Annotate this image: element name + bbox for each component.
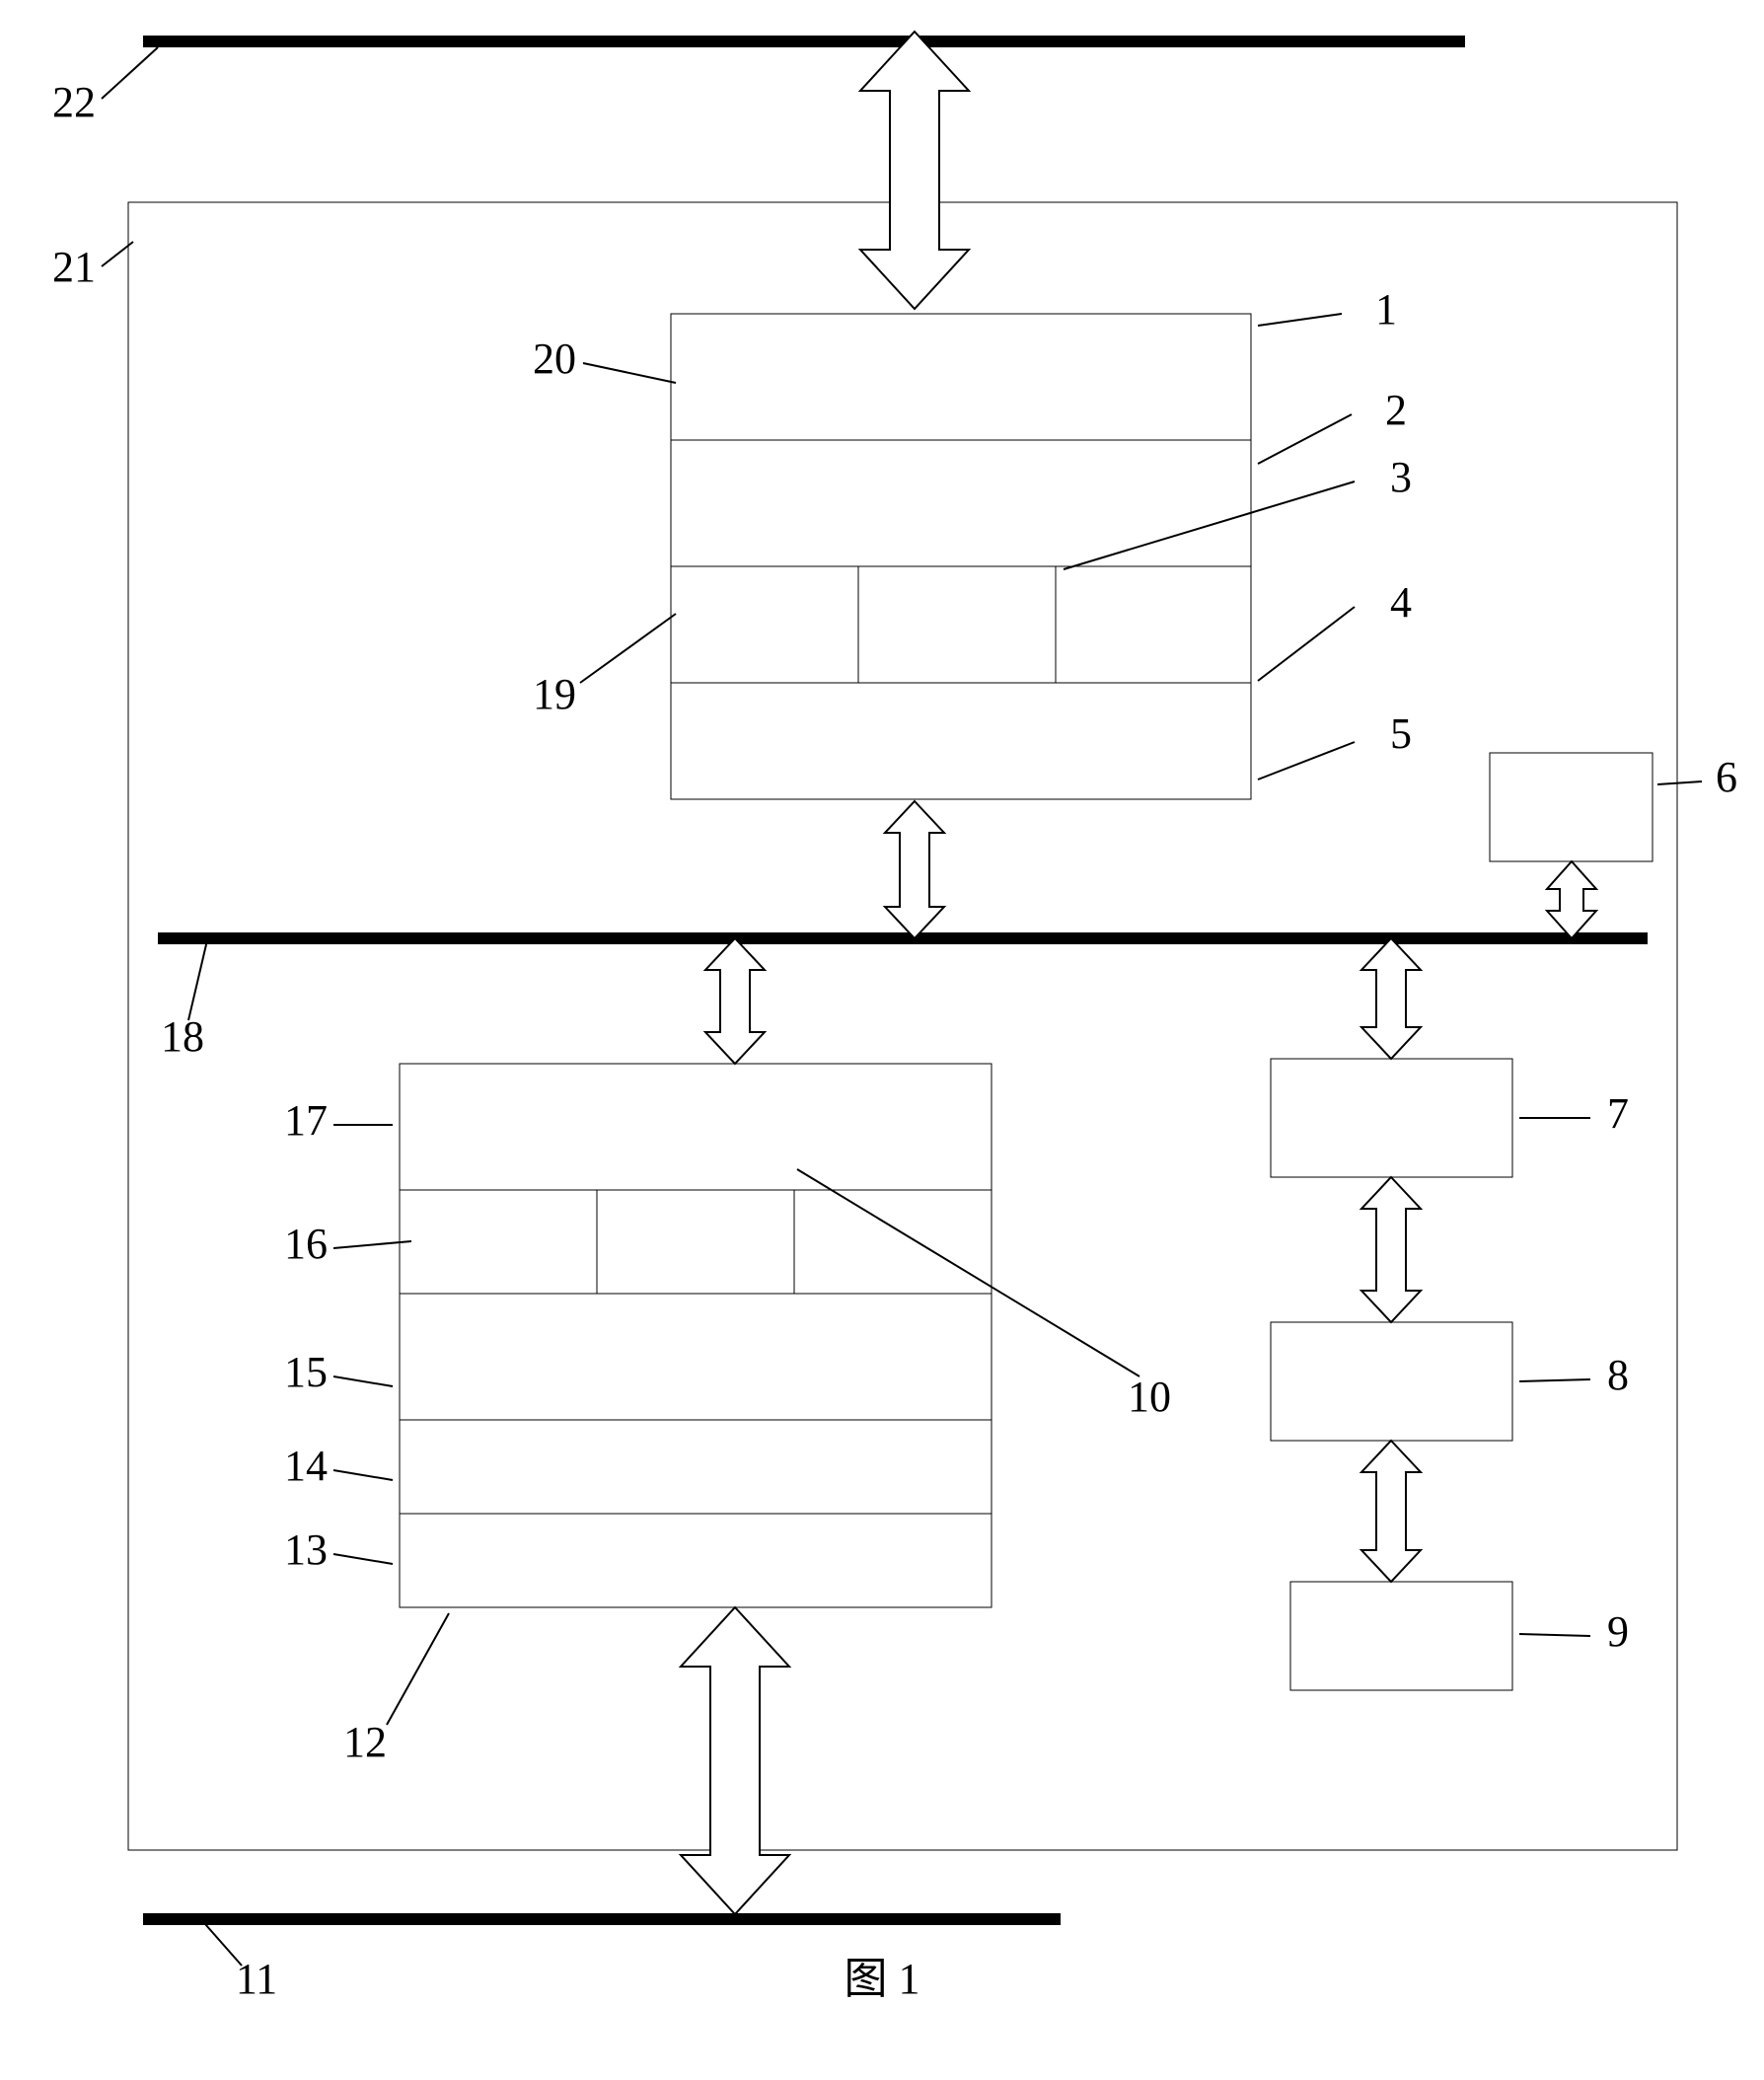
block-7: [1271, 1059, 1512, 1177]
arrow-b6_small: [1547, 861, 1596, 938]
leader-l22: [102, 47, 158, 99]
leader-l1: [1258, 314, 1342, 326]
label-n4: 4: [1390, 578, 1412, 627]
arrow-r78: [1361, 1177, 1421, 1322]
leader-l20: [583, 363, 676, 383]
label-n16: 16: [284, 1220, 328, 1268]
leader-l6: [1657, 781, 1702, 784]
figure-caption: 图 1: [845, 1955, 920, 2003]
label-n10: 10: [1128, 1373, 1171, 1421]
label-n11: 11: [236, 1955, 277, 2003]
label-n22: 22: [52, 78, 96, 126]
label-n3: 3: [1390, 453, 1412, 501]
arrow-upper_small: [885, 801, 944, 938]
upper-stack: [671, 314, 1251, 799]
leader-l2: [1258, 414, 1352, 464]
label-n7: 7: [1607, 1089, 1629, 1138]
label-n8: 8: [1607, 1351, 1629, 1399]
leader-l9: [1519, 1634, 1590, 1636]
label-n6: 6: [1716, 753, 1737, 801]
leader-l19: [580, 614, 676, 683]
arrow-r89: [1361, 1441, 1421, 1582]
label-n9: 9: [1607, 1607, 1629, 1656]
label-n1: 1: [1375, 285, 1397, 334]
label-n20: 20: [533, 334, 576, 383]
label-n17: 17: [284, 1096, 328, 1145]
lower-stack: [400, 1064, 992, 1607]
leader-l15: [333, 1376, 393, 1386]
leader-l12: [387, 1613, 449, 1725]
label-n19: 19: [533, 670, 576, 718]
label-n21: 21: [52, 243, 96, 291]
leader-l18: [188, 940, 207, 1020]
arrow-top_large: [860, 32, 969, 309]
leader-l14: [333, 1470, 393, 1480]
label-n12: 12: [343, 1718, 387, 1766]
arrow-bot_large: [681, 1607, 789, 1914]
block-6: [1490, 753, 1653, 861]
label-n18: 18: [161, 1012, 204, 1061]
block-8: [1271, 1322, 1512, 1441]
block-9: [1290, 1582, 1512, 1690]
label-n14: 14: [284, 1442, 328, 1490]
label-n5: 5: [1390, 709, 1412, 758]
leader-l5: [1258, 742, 1355, 780]
label-n2: 2: [1385, 386, 1407, 434]
label-n13: 13: [284, 1525, 328, 1574]
arrow-leftcol_sm: [705, 938, 765, 1064]
arrow-rightcol_sm: [1361, 938, 1421, 1059]
leader-l13: [333, 1554, 393, 1564]
label-n15: 15: [284, 1348, 328, 1396]
leader-l4: [1258, 607, 1355, 681]
leader-l8: [1519, 1379, 1590, 1381]
